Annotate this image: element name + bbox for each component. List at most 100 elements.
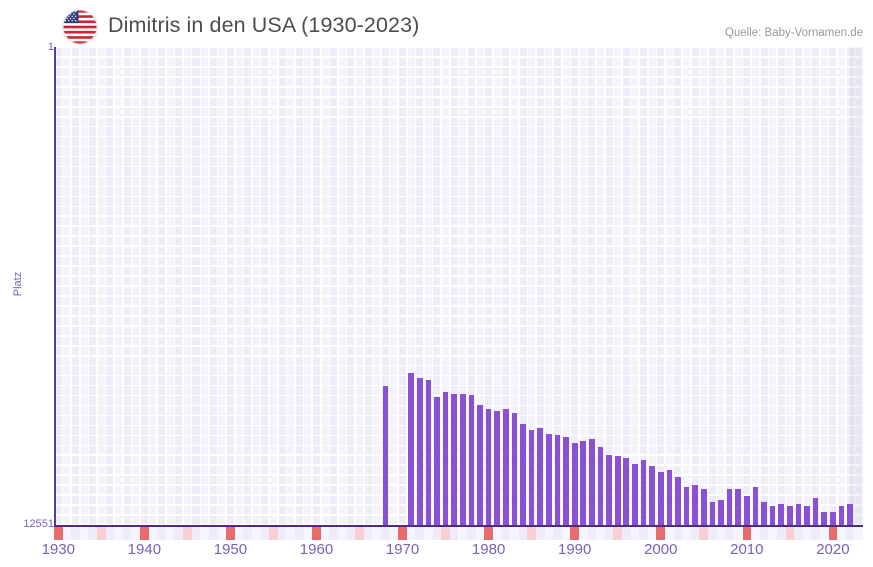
gridline-horizontal	[54, 454, 863, 457]
bar-1993[interactable]	[597, 446, 604, 525]
bar-1987[interactable]	[546, 433, 552, 525]
bar-1989[interactable]	[563, 437, 569, 525]
x-axis-tick-1989	[561, 527, 571, 540]
bar-1980[interactable]	[485, 408, 492, 525]
bar-1999[interactable]	[649, 465, 655, 525]
gridline-horizontal	[54, 235, 863, 237]
bar-1974[interactable]	[434, 397, 440, 525]
chart-source-label: Quelle: Baby-Vornamen.de	[724, 27, 863, 39]
x-axis-tick-1988	[553, 527, 562, 540]
gridline-horizontal	[54, 494, 863, 496]
x-axis-tick-2004	[690, 527, 700, 540]
bar-1975[interactable]	[442, 391, 449, 525]
bar-1998[interactable]	[640, 460, 647, 525]
x-axis-tick-1960	[312, 527, 321, 540]
x-axis-tick-1949	[217, 527, 227, 540]
gridline-horizontal	[54, 384, 863, 387]
x-axis-tick-1991	[578, 527, 588, 540]
bar-2016[interactable]	[795, 504, 802, 525]
x-axis-tick-1990	[570, 527, 579, 540]
bar-2020[interactable]	[830, 511, 836, 525]
x-axis-tick-1984	[518, 527, 528, 540]
bar-1984[interactable]	[520, 424, 526, 525]
bar-2012[interactable]	[761, 502, 767, 525]
x-axis-tick-1971	[406, 527, 416, 540]
gridline-horizontal	[54, 125, 863, 128]
bar-2015[interactable]	[787, 505, 793, 525]
x-axis-tick-1975	[441, 527, 450, 540]
bar-1978[interactable]	[468, 395, 475, 525]
gridline-horizontal	[54, 404, 863, 407]
x-axis-tick-1933	[79, 527, 89, 540]
bar-1977[interactable]	[459, 393, 466, 525]
x-axis-tick-1937	[114, 527, 123, 540]
x-axis-tick-1966	[363, 527, 373, 540]
x-axis-tick-1998	[639, 527, 648, 540]
bar-1988[interactable]	[554, 435, 561, 525]
bar-1971[interactable]	[408, 372, 414, 525]
x-axis-tick-1941	[148, 527, 158, 540]
x-axis-tick-1945	[183, 527, 192, 540]
gridline-horizontal	[54, 76, 863, 78]
bar-2005[interactable]	[700, 488, 707, 525]
x-axis-tick-1951	[234, 527, 244, 540]
bar-2014[interactable]	[778, 504, 785, 525]
x-axis-tick-1997	[630, 527, 640, 540]
x-axis-label-1970: 1970	[385, 541, 420, 558]
x-axis-tick-1940	[140, 527, 149, 540]
x-axis-label-1960: 1960	[299, 541, 334, 558]
bar-2019[interactable]	[821, 511, 828, 525]
bar-1979[interactable]	[477, 405, 483, 525]
x-axis-tick-1946	[191, 527, 201, 540]
bar-1976[interactable]	[451, 393, 458, 525]
gridline-horizontal	[54, 414, 863, 417]
bar-1982[interactable]	[502, 408, 509, 525]
bar-1991[interactable]	[580, 441, 587, 525]
plot-area	[54, 47, 863, 525]
x-axis-tick-1952	[243, 527, 252, 540]
x-axis-tick-2019	[819, 527, 829, 540]
bar-2001[interactable]	[666, 469, 673, 525]
bar-2011[interactable]	[752, 486, 759, 525]
bar-1973[interactable]	[425, 380, 432, 525]
bar-2017[interactable]	[804, 505, 810, 525]
bar-2022[interactable]	[847, 504, 853, 525]
bar-2018[interactable]	[812, 498, 819, 525]
bar-1985[interactable]	[528, 429, 535, 525]
bar-1994[interactable]	[606, 454, 612, 525]
bar-2013[interactable]	[769, 505, 776, 525]
bar-2004[interactable]	[692, 484, 698, 525]
chart-header: Dimitris in den USA (1930-2023) Quelle: …	[0, 0, 873, 46]
bar-2008[interactable]	[726, 488, 733, 525]
bar-1995[interactable]	[614, 456, 621, 525]
bar-2003[interactable]	[683, 486, 690, 525]
bar-2009[interactable]	[735, 488, 742, 525]
bar-2021[interactable]	[838, 505, 845, 525]
bar-1992[interactable]	[589, 439, 595, 525]
bar-1981[interactable]	[494, 410, 501, 525]
x-axis-tick-1959	[303, 527, 313, 540]
bar-2000[interactable]	[657, 471, 664, 525]
gridline-horizontal	[54, 434, 863, 437]
gridline-horizontal	[54, 374, 863, 377]
bar-series	[54, 47, 863, 525]
bar-1986[interactable]	[537, 427, 544, 525]
x-axis-tick-1938	[122, 527, 132, 540]
bar-2010[interactable]	[743, 496, 750, 525]
bar-1997[interactable]	[632, 464, 638, 525]
x-axis-tick-1973	[424, 527, 433, 540]
bar-1990[interactable]	[571, 443, 578, 525]
bar-2007[interactable]	[718, 500, 724, 525]
bar-1968[interactable]	[382, 385, 389, 525]
bar-1983[interactable]	[511, 412, 518, 525]
bar-1972[interactable]	[416, 378, 423, 525]
y-axis-title-label: Platz	[12, 271, 24, 296]
gridline-horizontal	[54, 185, 863, 188]
y-axis-line	[54, 47, 56, 525]
gridline-horizontal	[54, 364, 863, 367]
bar-2002[interactable]	[675, 477, 681, 525]
bar-1996[interactable]	[623, 458, 630, 525]
bar-2006[interactable]	[709, 502, 716, 525]
gridline-horizontal	[54, 514, 863, 516]
x-axis-tick-1968	[381, 527, 390, 540]
